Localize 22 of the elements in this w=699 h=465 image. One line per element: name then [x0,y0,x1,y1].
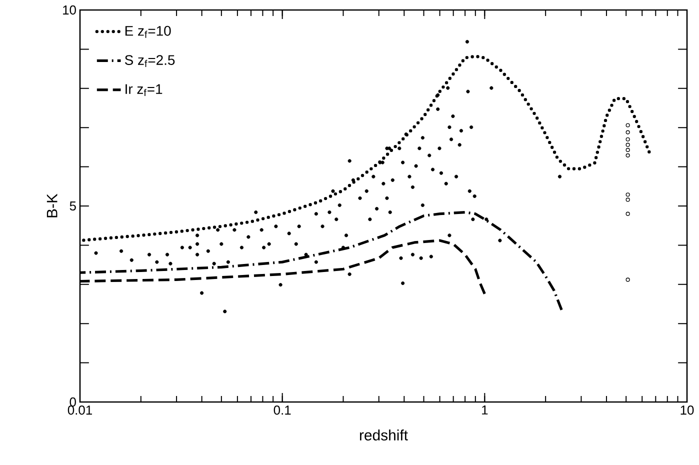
y-tick-label: 0 [70,397,76,407]
point [626,123,630,128]
point [626,212,630,216]
point [626,192,630,197]
point [626,153,630,158]
y-axis-title: B-K [46,194,58,218]
y-tick-label: 10 [63,5,76,15]
x-tick-label: 1 [482,406,488,414]
x-tick-label: 10 [680,406,694,415]
y-tick-label: 5 [70,201,76,211]
legend-label: S z$_{f}$=2.5 [124,55,175,67]
point [626,148,630,152]
point [626,142,630,147]
point [626,198,630,202]
legend-label: Ir z$_{f}$=1 [126,84,162,96]
x-tick-label: 0.1 [274,406,291,415]
x-axis-title: redshift [360,430,408,440]
point [626,130,630,134]
x-tick-label: 0.01 [68,406,92,415]
point [626,137,630,142]
point [626,278,630,282]
legend-label: E z$_{f}$=10 [125,26,171,38]
